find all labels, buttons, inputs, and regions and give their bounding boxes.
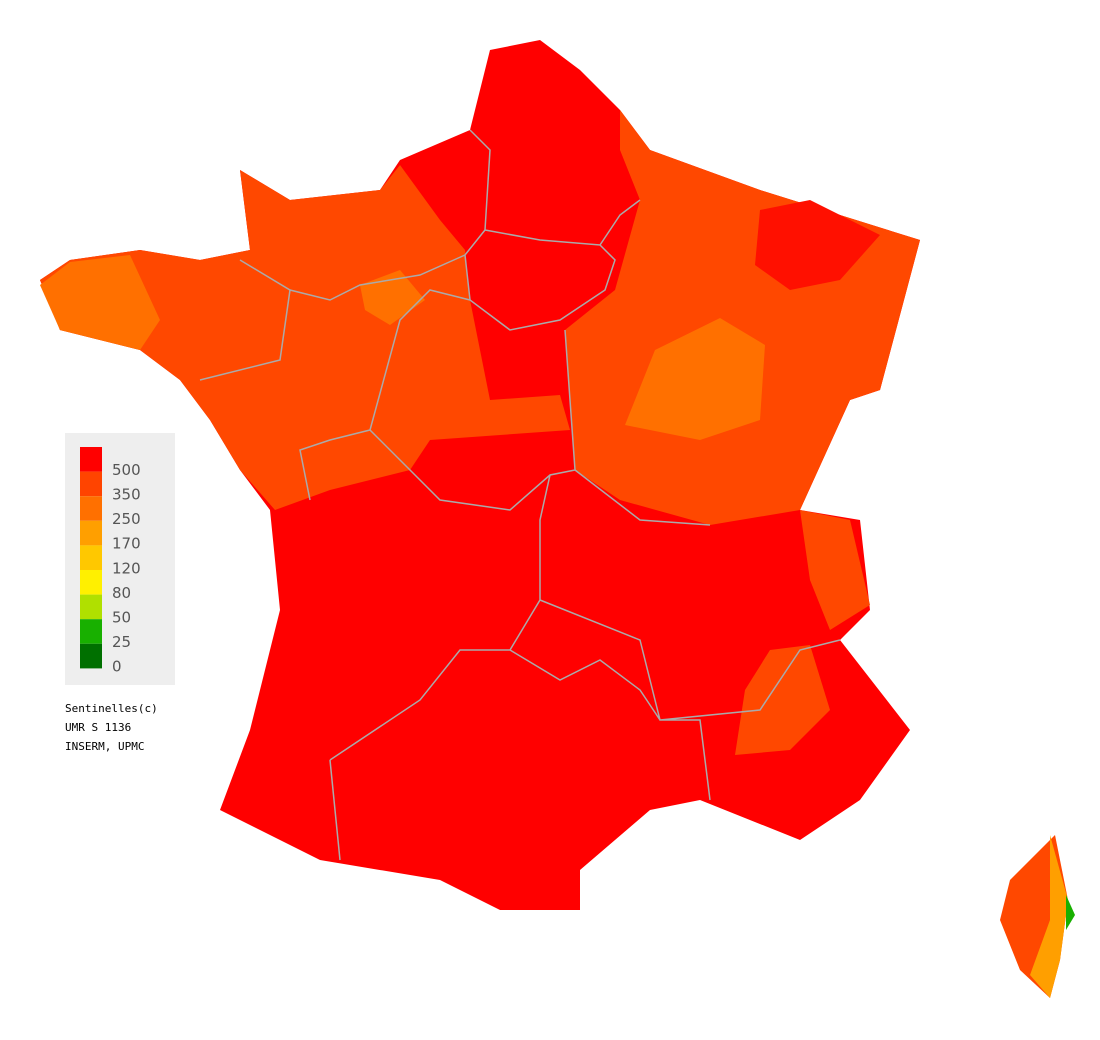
legend-label: 500 — [112, 461, 141, 479]
legend-swatch — [80, 570, 102, 595]
region-fill — [1030, 835, 1068, 998]
france-mainland — [40, 40, 920, 910]
legend-label: 120 — [112, 559, 141, 577]
region-fill — [755, 200, 880, 290]
credit-line: UMR S 1136 — [65, 721, 131, 734]
legend-label: 50 — [112, 608, 131, 626]
region-fill — [40, 255, 160, 350]
region-fill — [800, 510, 870, 630]
region-fill — [625, 318, 765, 440]
legend-swatch — [80, 545, 102, 570]
legend-swatch — [80, 594, 102, 620]
legend-label: 0 — [112, 658, 122, 676]
region-border — [199, 129, 841, 861]
credit-line: Sentinelles(c) — [65, 702, 158, 715]
legend-label: 80 — [112, 584, 131, 602]
legend-label: 170 — [112, 535, 141, 553]
credit: Sentinelles(c) UMR S 1136 INSERM, UPMC — [65, 702, 158, 753]
legend-swatch — [80, 520, 102, 546]
legend-label: 25 — [112, 633, 131, 651]
legend-swatch — [80, 619, 102, 644]
credit-line: INSERM, UPMC — [65, 740, 144, 753]
legend-label: 250 — [112, 510, 141, 528]
legend-label: 350 — [112, 485, 141, 503]
region-fill — [735, 645, 830, 755]
legend-swatch — [80, 471, 102, 497]
legend-swatch — [80, 496, 102, 521]
region-fill — [1066, 895, 1075, 930]
legend-swatch — [80, 643, 102, 669]
corsica — [1000, 835, 1075, 998]
legend-swatch — [80, 447, 102, 472]
region-fill — [40, 165, 570, 510]
